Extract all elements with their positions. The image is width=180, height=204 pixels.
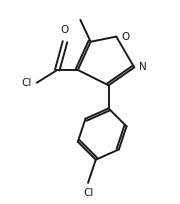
Text: O: O xyxy=(61,25,69,35)
Text: O: O xyxy=(122,32,130,42)
Text: Cl: Cl xyxy=(21,78,32,88)
Text: Cl: Cl xyxy=(83,188,93,198)
Text: N: N xyxy=(139,62,147,72)
